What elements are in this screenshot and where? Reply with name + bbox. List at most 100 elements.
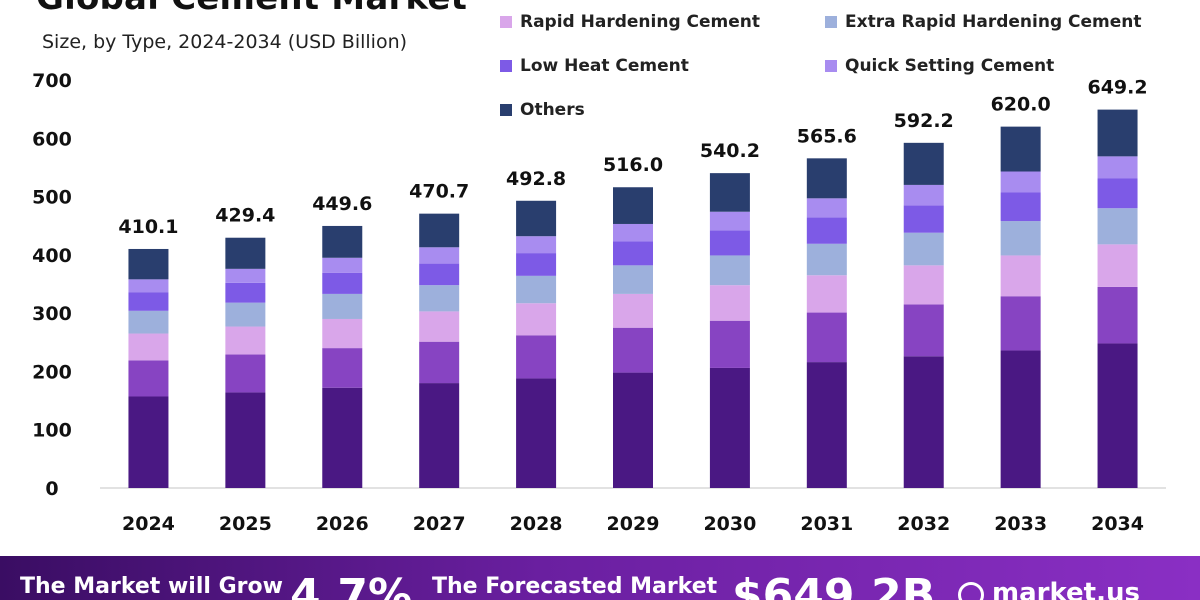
bar-segment: [1097, 156, 1138, 179]
bar-segment: [128, 292, 169, 311]
bar-segment: [613, 372, 653, 488]
bar-segment: [1000, 126, 1041, 172]
y-tick-label: 700: [32, 70, 72, 92]
x-tick-label: 2032: [897, 513, 950, 535]
bar-segment: [419, 247, 460, 264]
legend-item-low-heat: Low Heat Cement: [500, 56, 689, 76]
legend-item-quick-setting: Quick Setting Cement: [825, 56, 1054, 76]
bar-segment: [806, 362, 847, 488]
legend-swatch: [500, 16, 512, 28]
banner-forecast-value: $649.2B: [732, 570, 936, 600]
bar-segment: [613, 223, 653, 242]
bar-segment: [322, 257, 363, 273]
bar-segment: [903, 304, 944, 357]
x-tick-label: 2025: [219, 513, 272, 535]
legend-label: Quick Setting Cement: [845, 56, 1055, 76]
bar-segment: [516, 253, 557, 276]
bar-segment: [225, 282, 266, 303]
bar-segment: [128, 333, 169, 361]
bar-total-label: 540.2: [700, 140, 760, 162]
bar-segment: [613, 293, 653, 328]
bar-total-label: 429.4: [215, 205, 275, 227]
bar-segment: [128, 310, 169, 334]
bar-segment: [1000, 171, 1041, 193]
banner-growth-text: The Market will Grow: [20, 574, 283, 599]
bar-segment: [419, 311, 460, 342]
bar-segment: [806, 217, 847, 244]
bar-segment: [516, 335, 557, 379]
legend-swatch: [825, 16, 837, 28]
market-us-logo-icon: [958, 582, 984, 600]
bar-segment: [128, 396, 169, 488]
bar-segment: [516, 200, 557, 237]
legend-label: Others: [520, 100, 585, 120]
chart-subtitle: Size, by Type, 2024-2034 (USD Billion): [42, 31, 408, 53]
bar-segment: [903, 356, 944, 488]
bar-segment: [516, 303, 557, 336]
bar-segment: [903, 184, 944, 206]
bar-segment: [225, 326, 266, 355]
legend-label: Extra Rapid Hardening Cement: [845, 12, 1142, 32]
bar-segment: [903, 232, 944, 266]
bar-segment: [1000, 192, 1041, 222]
bar-segment: [613, 265, 653, 294]
bar-total-label: 620.0: [991, 94, 1051, 116]
bar-segment: [1097, 343, 1138, 488]
banner-cagr-value: 4.7%: [290, 570, 413, 600]
bar-segment: [1000, 296, 1041, 351]
bar-segment: [709, 255, 750, 286]
x-tick-label: 2031: [800, 513, 853, 535]
bar-segment: [709, 285, 750, 321]
chart-title: Global Cement Market: [36, 0, 467, 18]
bar-segment: [225, 392, 266, 488]
x-tick-label: 2034: [1091, 513, 1144, 535]
bar-segment: [322, 318, 363, 349]
bar-segment: [903, 205, 944, 233]
bar-total-label: 410.1: [118, 216, 178, 238]
bar-segment: [1000, 221, 1041, 256]
bar-segment: [806, 312, 847, 363]
bar-segment: [613, 187, 653, 224]
bar-segment: [709, 230, 750, 256]
bar-segment: [322, 387, 363, 488]
bar-segment: [1097, 244, 1138, 287]
bar-total-label: 470.7: [409, 181, 469, 203]
bar-segment: [322, 272, 363, 294]
bar-total-label: 565.6: [797, 125, 857, 147]
y-tick-label: 100: [32, 420, 72, 442]
bar-segment: [613, 327, 653, 373]
bar-segment: [903, 142, 944, 185]
bottom-banner: The Market will Grow 4.7% The Forecasted…: [0, 556, 1200, 600]
bar-segment: [709, 173, 750, 212]
bar-segment: [806, 198, 847, 218]
bar-segment: [1097, 178, 1138, 209]
bar-segment: [709, 211, 750, 231]
legend-item-others: Others: [500, 100, 585, 120]
x-tick-label: 2027: [413, 513, 466, 535]
banner-forecast-text: The Forecasted Market: [432, 574, 718, 599]
bar-total-label: 649.2: [1087, 77, 1147, 99]
y-tick-label: 300: [32, 303, 72, 325]
bar-segment: [516, 378, 557, 488]
bar-segment: [322, 225, 363, 258]
stacked-bar-chart: 0 100 200 300 400 500 600 700 410.1 2024 429.4 2025…: [32, 70, 1166, 535]
legend-item-rapid-hardening: Rapid Hardening Cement: [500, 12, 760, 32]
x-tick-label: 2030: [703, 513, 756, 535]
bar-segment: [613, 241, 653, 266]
bar-segment: [419, 285, 460, 312]
bar-segment: [1097, 286, 1138, 344]
bar-segment: [516, 275, 557, 304]
bar-segment: [225, 354, 266, 393]
bar-segment: [806, 275, 847, 313]
bar-segment: [419, 263, 460, 286]
x-tick-label: 2028: [510, 513, 563, 535]
bar-segment: [516, 236, 557, 254]
chart-legend: Rapid Hardening Cement Extra Rapid Harde…: [500, 8, 1190, 128]
bar-segment: [1097, 208, 1138, 245]
legend-item-extra-rapid-hardening: Extra Rapid Hardening Cement: [825, 12, 1142, 32]
bar-segment: [322, 348, 363, 388]
bar-total-label: 492.8: [506, 168, 566, 190]
banner-brand: market.us: [992, 578, 1140, 600]
bar-segment: [1000, 255, 1041, 297]
legend-swatch: [825, 60, 837, 72]
